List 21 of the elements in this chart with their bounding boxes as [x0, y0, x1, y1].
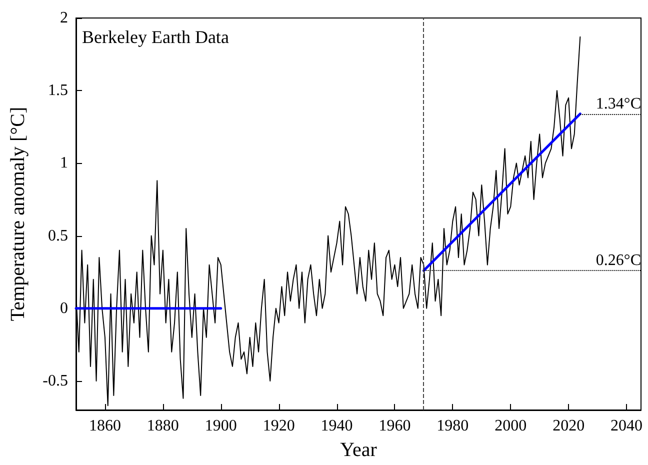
y-tick-label: -0.5	[42, 372, 68, 390]
y-tick-label: 0.5	[48, 227, 68, 244]
ref-line-label: 1.34°C	[596, 95, 641, 112]
x-axis-title: Year	[340, 439, 378, 461]
x-tick-label: 2040	[610, 418, 643, 434]
x-tick-label: 2000	[494, 418, 527, 434]
y-axis-title: Temperature anomaly [°C]	[7, 106, 29, 322]
y-tick-label: 0	[60, 300, 68, 317]
x-tick-label: 2020	[552, 418, 585, 434]
x-tick-label: 1960	[378, 418, 411, 434]
x-tick-label: 1940	[320, 418, 353, 434]
ref-line-label: 0.26°C	[596, 252, 641, 270]
x-tick-label: 1900	[204, 418, 237, 434]
y-tick-label: 1	[60, 154, 68, 172]
x-tick-label: 1980	[436, 418, 469, 434]
y-tick-label: 1.5	[48, 82, 68, 100]
x-tick-label: 1860	[88, 418, 121, 434]
x-tick-label: 1920	[262, 418, 295, 434]
y-tick-label: 2	[60, 10, 68, 26]
x-tick-label: 1880	[146, 418, 179, 434]
annotation: Berkeley Earth Data	[82, 27, 229, 47]
